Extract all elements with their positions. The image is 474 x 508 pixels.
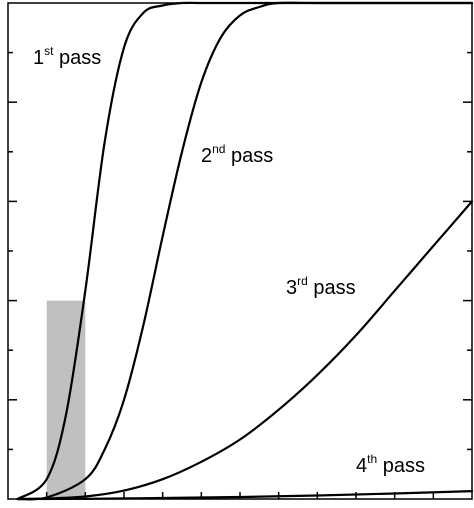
plot-frame <box>7 2 473 500</box>
series-curves <box>16 1 474 501</box>
series-label-3rd-pass: 3rd pass <box>286 274 356 299</box>
series-line-2 <box>16 1 474 501</box>
series-label-2nd-pass: 2nd pass <box>201 142 273 167</box>
series-label-1st-pass: 1st pass <box>33 44 101 69</box>
series-line-1 <box>16 1 474 501</box>
series-label-4th-pass: 4th pass <box>356 452 425 477</box>
series-line-3 <box>16 200 474 501</box>
